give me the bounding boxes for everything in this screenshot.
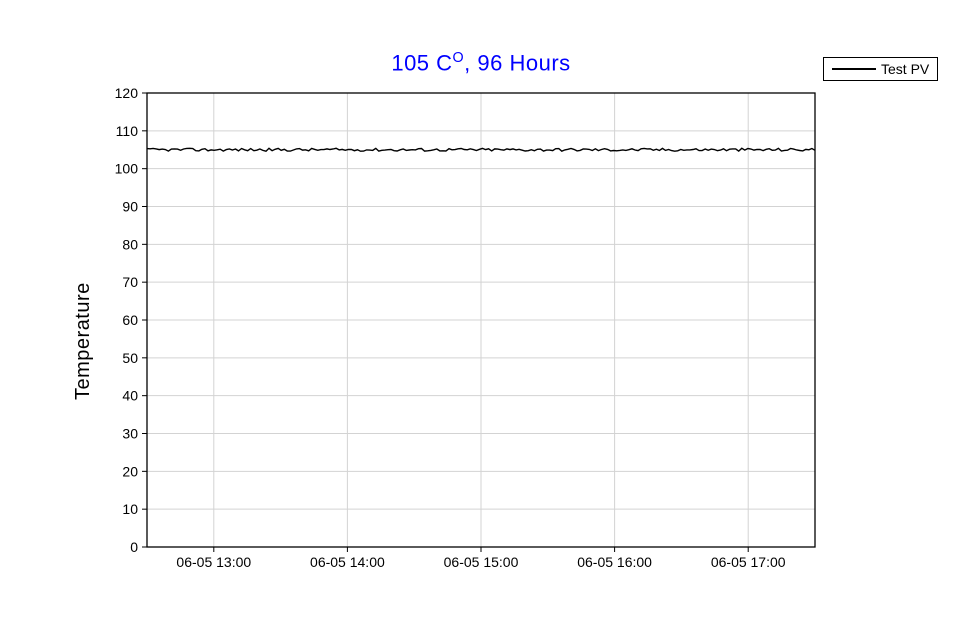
svg-text:120: 120: [115, 85, 139, 101]
svg-text:20: 20: [122, 463, 138, 479]
svg-text:06-05 14:00: 06-05 14:00: [310, 554, 385, 570]
svg-text:100: 100: [115, 161, 139, 177]
svg-text:30: 30: [122, 426, 138, 442]
svg-text:06-05 15:00: 06-05 15:00: [444, 554, 519, 570]
svg-text:50: 50: [122, 350, 138, 366]
svg-text:10: 10: [122, 501, 138, 517]
svg-text:06-05 16:00: 06-05 16:00: [577, 554, 652, 570]
svg-text:40: 40: [122, 388, 138, 404]
chart-svg: 0 10 20 30 40 50 60 70 80 90 100 110 120 06-05 13:00 0…: [0, 0, 962, 622]
svg-text:06-05 13:00: 06-05 13:00: [176, 554, 251, 570]
svg-text:90: 90: [122, 199, 138, 215]
svg-text:0: 0: [130, 539, 138, 555]
svg-text:06-05 17:00: 06-05 17:00: [711, 554, 786, 570]
svg-text:110: 110: [116, 123, 139, 139]
chart-container: 105 CO, 96 Hours Temperature Test PV 010…: [0, 0, 962, 622]
svg-text:70: 70: [122, 274, 138, 290]
svg-text:80: 80: [122, 236, 138, 252]
svg-text:60: 60: [122, 312, 138, 328]
